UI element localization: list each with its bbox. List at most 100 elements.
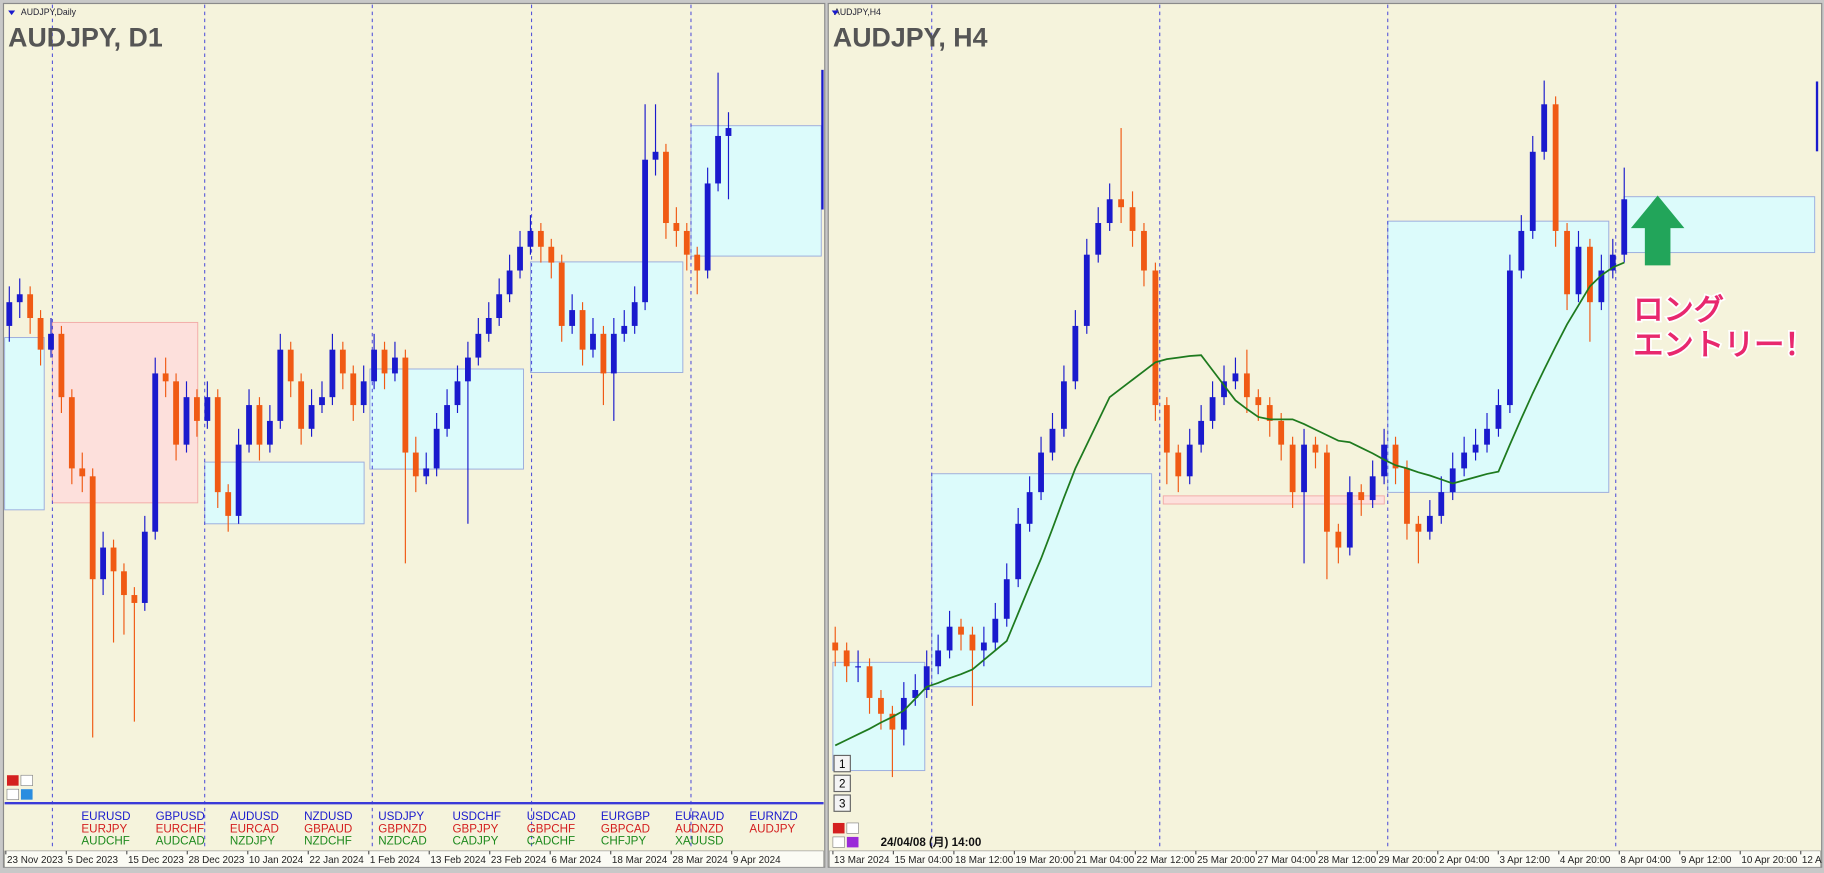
candle-body	[1461, 452, 1468, 469]
menu-arrow[interactable]	[831, 10, 839, 16]
period-separators	[931, 4, 1617, 850]
candle-body	[855, 666, 862, 668]
date-label: 3 Apr 12:00	[1499, 855, 1550, 866]
candle-body	[1484, 428, 1490, 445]
symbol-link[interactable]: EURGBP	[601, 810, 650, 823]
candle-body	[1335, 531, 1342, 548]
date-label: 1 Feb 2024	[370, 855, 420, 866]
date-label: 19 Mar 20:00	[1016, 855, 1075, 866]
symbol-link[interactable]: EURCAD	[230, 822, 279, 835]
symbol-link[interactable]: GBPJPY	[453, 822, 499, 835]
candle-body	[569, 310, 576, 326]
date-label: 15 Mar 04:00	[895, 855, 954, 866]
symbol-link[interactable]: USDCAD	[527, 810, 576, 823]
candle-body	[1038, 452, 1044, 493]
candle-body	[183, 397, 190, 445]
symbol-link[interactable]: EURNZD	[749, 810, 797, 823]
zoom-button[interactable]	[833, 774, 851, 793]
candle-body	[1106, 199, 1113, 224]
symbol-link[interactable]: NZDJPY	[230, 835, 275, 848]
candle-body	[1472, 444, 1479, 453]
candle-body	[1186, 444, 1193, 477]
symbol-link[interactable]: GBPAUD	[304, 822, 352, 835]
symbol-link[interactable]: USDJPY	[378, 810, 424, 823]
symbol-link[interactable]: CADCHF	[527, 835, 575, 848]
zoom-button-label[interactable]: 1	[839, 758, 845, 771]
candle-body	[969, 634, 976, 651]
candle-body	[110, 547, 117, 572]
candle-body	[444, 405, 450, 429]
symbol-link[interactable]: AUDCHF	[81, 835, 129, 848]
date-label: 25 Mar 20:00	[1197, 855, 1256, 866]
candle-body	[1278, 420, 1285, 445]
candle-body	[1449, 468, 1456, 493]
symbol-link[interactable]: EURJPY	[81, 822, 127, 835]
date-label: 5 Dec 2023	[67, 855, 118, 866]
candle-body	[465, 357, 471, 382]
candle-body	[1438, 492, 1445, 516]
candle-body	[79, 468, 86, 477]
candle-body	[298, 381, 305, 429]
symbol-link[interactable]: USDCHF	[453, 810, 501, 823]
candle-body	[68, 397, 75, 469]
symbol-link[interactable]: AUDCAD	[156, 835, 205, 848]
symbol-link[interactable]: NZDUSD	[304, 810, 352, 823]
symbol-link[interactable]: NZDCHF	[304, 835, 352, 848]
candle-body	[246, 405, 252, 445]
candle-body	[1026, 492, 1033, 524]
candle-body	[1232, 373, 1239, 382]
candle-body	[517, 246, 523, 271]
candle-body	[912, 690, 919, 698]
chart-title: AUDJPY, H4	[833, 23, 988, 53]
date-label: 28 Dec 2023	[188, 855, 244, 866]
symbol-link[interactable]: GBPCHF	[527, 822, 575, 835]
candle-body	[642, 159, 649, 303]
candle-body	[1209, 397, 1216, 421]
panel-buttons[interactable]	[832, 822, 859, 848]
date-label: 28 Mar 2024	[672, 855, 728, 866]
candle-body	[621, 325, 628, 334]
symbol-link[interactable]: GBPUSD	[156, 810, 205, 823]
annotation-line: ロング	[1633, 293, 1724, 327]
symbol-link[interactable]: XAUUSD	[675, 835, 723, 848]
symbol-link[interactable]: AUDNZD	[675, 822, 723, 835]
annotation: ロング エントリー！	[1631, 291, 1816, 363]
zoom-button-label[interactable]: 3	[839, 797, 845, 810]
symbol-link[interactable]: CHFJPY	[601, 835, 646, 848]
symbol-link[interactable]: AUDUSD	[230, 810, 279, 823]
zoom-button[interactable]	[833, 794, 851, 812]
symbol-link[interactable]: CADJPY	[453, 835, 499, 848]
candle-body	[548, 246, 555, 263]
symbol-link[interactable]: AUDJPY	[749, 822, 795, 835]
candle-body	[1358, 492, 1365, 501]
candle-body	[6, 302, 13, 326]
candle-body	[423, 468, 430, 477]
candle-body	[1426, 515, 1433, 532]
candle-body	[1141, 230, 1147, 271]
candle-body	[360, 381, 367, 406]
candle-body	[287, 349, 294, 382]
symbol-link[interactable]: EURAUD	[675, 810, 724, 823]
candle-body	[235, 444, 242, 516]
symbol-link[interactable]: EURCHF	[156, 822, 204, 835]
zoom-button-label[interactable]: 2	[839, 778, 845, 791]
menu-arrow[interactable]	[8, 10, 16, 16]
candle-body	[319, 397, 325, 406]
zoom-button[interactable]	[833, 754, 851, 773]
candle-body	[527, 230, 534, 247]
panel-buttons[interactable]	[6, 774, 33, 800]
candle-body	[194, 397, 200, 421]
candle-body	[371, 349, 378, 382]
symbol-link[interactable]: GBPCAD	[601, 822, 650, 835]
date-label: 10 Jan 2024	[249, 855, 304, 866]
symbol-link[interactable]: EURUSD	[81, 810, 130, 823]
candle-body	[1587, 246, 1593, 303]
candle-body	[402, 357, 409, 453]
candle-body	[900, 697, 907, 730]
date-label: 8 Apr 04:00	[1620, 855, 1671, 866]
symbol-link[interactable]: GBPNZD	[378, 822, 426, 835]
symbol-link[interactable]: NZDCAD	[378, 835, 426, 848]
candle-body	[329, 349, 336, 398]
candle-body	[704, 183, 711, 271]
